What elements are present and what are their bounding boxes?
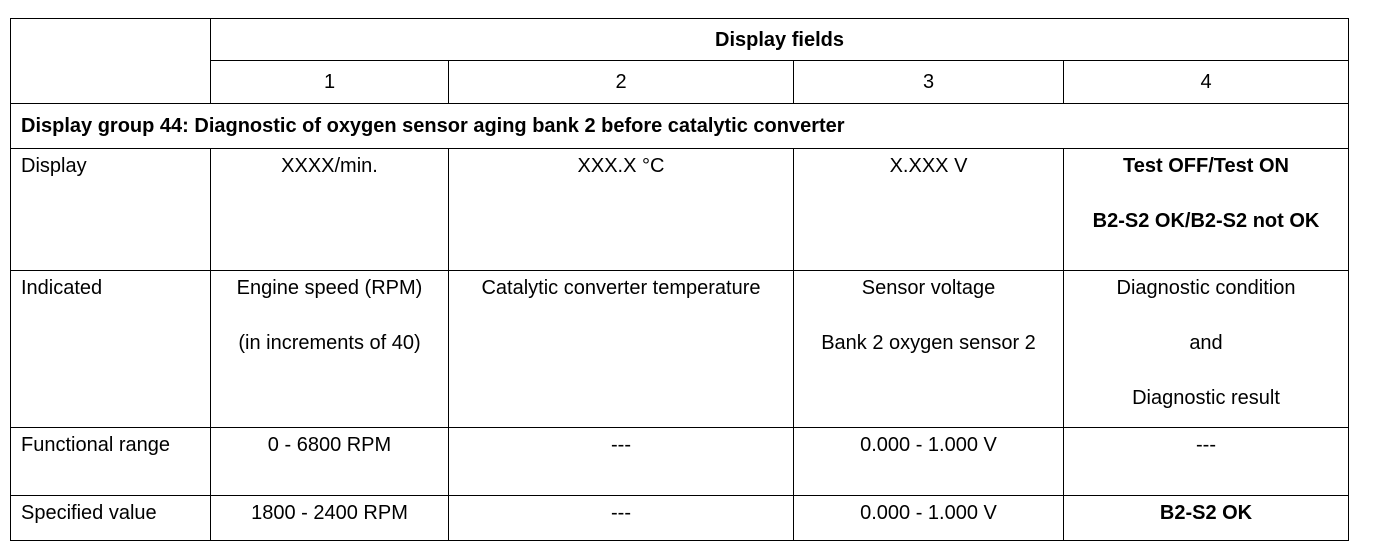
cell-text: Diagnostic condition: [1116, 277, 1296, 299]
table-row: Indicated Engine speed (RPM) (in increment…: [10, 270, 1349, 428]
cell-text: ---: [1196, 434, 1216, 456]
column-header: 3: [793, 60, 1064, 104]
cell-text: Engine speed (RPM): [236, 277, 423, 299]
row-label: Indicated: [10, 270, 211, 428]
table-cell: XXXX/min.: [210, 148, 449, 271]
cell-text: XXX.X °C: [577, 155, 665, 177]
cell-text: Diagnostic result: [1132, 387, 1280, 409]
table-cell: Test OFF/Test ON B2-S2 OK/B2-S2 not OK: [1063, 148, 1349, 271]
cell-text: 0.000 - 1.000 V: [860, 434, 997, 456]
group-row: Display group 44: Diagnostic of oxygen s…: [10, 103, 1349, 149]
table-row: Functional range 0 - 6800 RPM --- 0.000 - 1…: [10, 427, 1349, 496]
table-cell: Catalytic converter temperature: [448, 270, 794, 428]
table-cell: 0 - 6800 RPM: [210, 427, 449, 496]
cell-text: Sensor voltage: [861, 277, 996, 299]
table-cell: ---: [1063, 427, 1349, 496]
column-header: 1: [210, 60, 449, 104]
cell-text: (in increments of 40): [238, 332, 421, 354]
cell-text: 0 - 6800 RPM: [267, 434, 392, 456]
row-label: Functional range: [10, 427, 211, 496]
table-row: Specified value 1800 - 2400 RPM --- 0.000 -…: [10, 495, 1349, 541]
cell-text: Catalytic converter temperature: [481, 277, 761, 299]
cell-text: B2-S2 OK/B2-S2 not OK: [1092, 210, 1320, 232]
table-cell: ---: [448, 427, 794, 496]
cell-text: ---: [611, 502, 631, 524]
cell-text: Test OFF/Test ON: [1123, 155, 1289, 177]
header-row: Display fields: [10, 18, 1349, 104]
cell-text: 0.000 - 1.000 V: [860, 502, 997, 524]
table-cell: Sensor voltage Bank 2 oxygen sensor 2: [793, 270, 1064, 428]
row-label: Display: [10, 148, 211, 271]
table-row: Display XXXX/min. XXX.X °C X.XXX V Test OFF/…: [10, 148, 1349, 271]
table-cell: B2-S2 OK: [1063, 495, 1349, 541]
cell-text: and: [1189, 332, 1223, 354]
table-cell: XXX.X °C: [448, 148, 794, 271]
cell-text: B2-S2 OK: [1159, 502, 1253, 524]
cell-text: ---: [611, 434, 631, 456]
cell-text: XXXX/min.: [281, 155, 378, 177]
table-cell: 1800 - 2400 RPM: [210, 495, 449, 541]
cell-text: Bank 2 oxygen sensor 2: [821, 332, 1036, 354]
cell-text: 1800 - 2400 RPM: [251, 502, 408, 524]
table-cell: Diagnostic condition and Diagnostic result: [1063, 270, 1349, 428]
group-title: Display group 44: Diagnostic of oxygen s…: [10, 103, 1349, 149]
header-title: Display fields: [210, 18, 1349, 61]
column-header: 2: [448, 60, 794, 104]
table-cell: 0.000 - 1.000 V: [793, 495, 1064, 541]
table-cell: X.XXX V: [793, 148, 1064, 271]
cell-text: X.XXX V: [889, 155, 968, 177]
table-cell: ---: [448, 495, 794, 541]
row-label: Specified value: [10, 495, 211, 541]
table-cell: 0.000 - 1.000 V: [793, 427, 1064, 496]
column-header: 4: [1063, 60, 1349, 104]
corner-cell: [10, 18, 211, 104]
table-cell: Engine speed (RPM) (in increments of 40): [210, 270, 449, 428]
